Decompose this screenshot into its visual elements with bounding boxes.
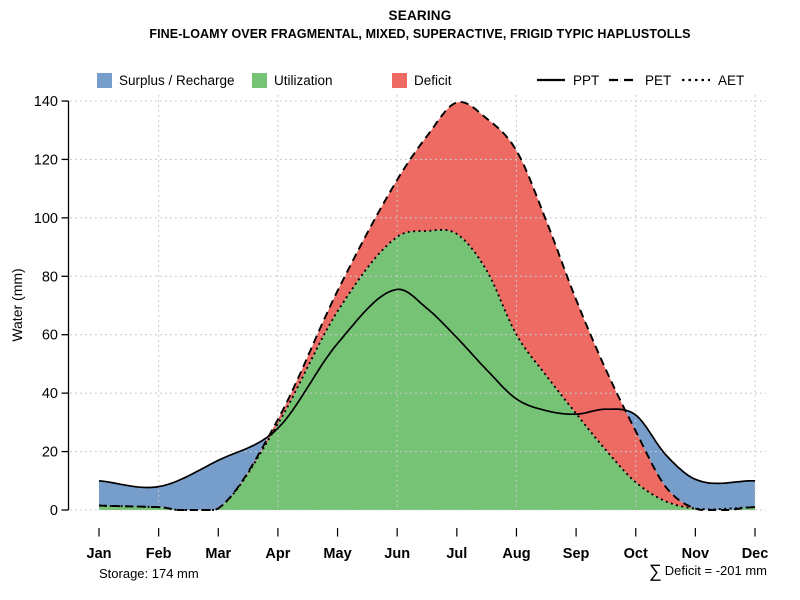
x-tick-label: Oct: [624, 546, 648, 562]
y-tick-label: 80: [42, 269, 58, 285]
x-tick-label: Apr: [265, 546, 290, 562]
y-axis-title: Water (mm): [9, 268, 25, 342]
legend-label-pet: PET: [645, 72, 672, 88]
legend-label-deficit: Deficit: [414, 72, 452, 88]
y-tick-label: 20: [42, 445, 58, 461]
x-tick-label: Jun: [384, 546, 410, 562]
x-tick-label: Aug: [502, 546, 530, 562]
chart-title: SEARING: [388, 8, 452, 23]
legend-item-surplus: Surplus / Recharge: [97, 71, 235, 89]
x-tick-label: Nov: [682, 546, 709, 562]
deficit-text: Deficit = -201 mm: [664, 563, 767, 578]
x-tick-label: Jan: [87, 546, 112, 562]
x-tick-label: May: [323, 546, 351, 562]
x-tick-label: Mar: [205, 546, 231, 562]
x-tick-label: Feb: [146, 546, 172, 562]
legend-label-ppt: PPT: [573, 72, 600, 88]
utilization-area: [99, 229, 755, 511]
x-tick-label: Jul: [446, 546, 467, 562]
pet-curve: [98, 101, 756, 511]
y-tick-label: 120: [34, 152, 58, 168]
x-tick-label: Sep: [563, 546, 590, 562]
surplus-swatch: [97, 72, 112, 88]
deficit-annotation: ∑ Deficit = -201 mm: [649, 561, 767, 582]
storage-annotation: Storage: 174 mm: [99, 566, 199, 581]
legend-item-aet: AET: [681, 71, 744, 89]
legend-item-pet: PET: [608, 71, 671, 89]
chart-subtitle: FINE-LOAMY OVER FRAGMENTAL, MIXED, SUPER…: [149, 27, 691, 41]
pet-line-icon: [609, 78, 637, 82]
y-tick-label: 60: [42, 328, 58, 344]
ppt-curve: [98, 288, 755, 489]
aet-curve: [98, 228, 756, 511]
deficit-area: [99, 102, 755, 510]
legend-label-aet: AET: [718, 72, 745, 88]
legend-label-surplus: Surplus / Recharge: [119, 72, 235, 88]
ppt-line-icon: [537, 78, 565, 82]
y-tick-label: 140: [34, 94, 58, 110]
y-tick-label: 100: [34, 211, 58, 227]
sigma-symbol: ∑: [648, 561, 662, 581]
x-tick-label: Dec: [742, 546, 769, 562]
y-tick-label: 40: [42, 386, 58, 402]
legend-item-deficit: Deficit: [392, 71, 452, 89]
y-tick-label: 0: [50, 503, 58, 519]
aet-line-icon: [682, 78, 710, 82]
legend-label-utilization: Utilization: [274, 72, 333, 88]
legend-item-utilization: Utilization: [252, 71, 333, 89]
legend-item-ppt: PPT: [536, 71, 599, 89]
utilization-swatch: [252, 72, 267, 88]
deficit-swatch: [392, 72, 407, 88]
